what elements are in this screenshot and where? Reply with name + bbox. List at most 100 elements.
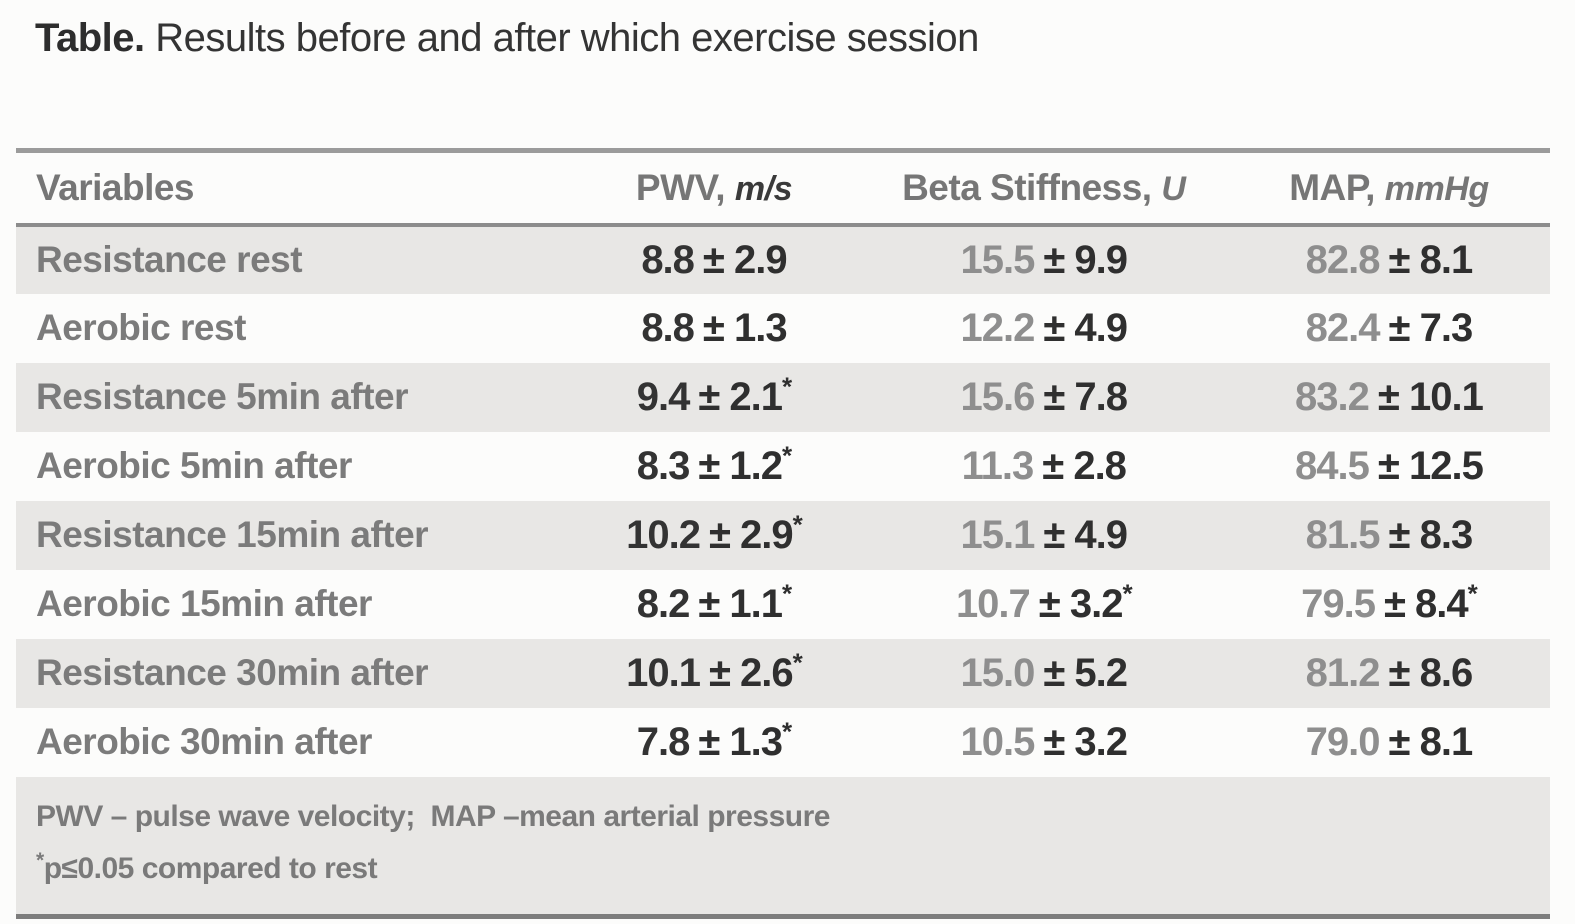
pwv-sd: ± 2.6 (708, 650, 794, 695)
table-footer: PWV – pulse wave velocity; MAP –mean art… (16, 776, 1550, 919)
pwv-sd: ± 2.9 (708, 512, 794, 557)
beta-sd: ± 7.8 (1043, 374, 1128, 419)
row-label: Aerobic 30min after (36, 721, 372, 762)
beta-mean: 15.6 (960, 374, 1036, 419)
beta-mean: 11.3 (961, 443, 1035, 488)
significance-star: * (792, 509, 803, 540)
pwv-value: 7.8 ± 1.3* (568, 708, 859, 777)
table-row: Aerobic rest 8.8 ± 1.3 12.2 ± 4.9 82.4 ± 7.… (16, 294, 1550, 363)
map-mean: 82.8 (1305, 237, 1381, 282)
table-row: Aerobic 5min after 8.3 ± 1.2* 11.3 ± 2.8 8… (16, 432, 1550, 501)
pwv-sd: ± 1.2 (698, 443, 783, 488)
beta-sd: ± 4.9 (1043, 512, 1128, 557)
pwv-mean: 7.8 (636, 719, 691, 764)
beta-value: 15.6 ± 7.8 (860, 363, 1228, 432)
map-value: 82.4 ± 7.3 (1228, 294, 1550, 363)
header-map-unit: mmHg (1384, 169, 1489, 208)
pwv-mean: 8.8 (641, 305, 695, 350)
table-row: Aerobic 30min after 7.8 ± 1.3* 10.5 ± 3.2 … (16, 708, 1550, 777)
pwv-sd: ± 1.3 (698, 719, 783, 764)
significance-star: * (782, 371, 792, 402)
map-value: 82.8 ± 8.1 (1228, 225, 1550, 294)
beta-value: 15.5 ± 9.9 (860, 225, 1228, 294)
header-beta-name: Beta Stiffness, (902, 166, 1162, 208)
map-value: 79.5 ± 8.4* (1228, 570, 1550, 639)
row-label: Aerobic 15min after (36, 583, 372, 624)
map-mean: 79.0 (1305, 719, 1381, 764)
pwv-sd: ± 1.1 (698, 581, 783, 626)
footnote-significance: *p≤0.05 compared to rest (36, 843, 1550, 896)
significance-star: * (1122, 578, 1132, 609)
beta-value: 10.7 ± 3.2* (860, 570, 1228, 639)
significance-star: * (782, 578, 792, 609)
map-sd: ± 8.6 (1388, 650, 1474, 695)
beta-value: 15.0 ± 5.2 (860, 639, 1228, 708)
pwv-value: 8.2 ± 1.1* (568, 570, 859, 639)
beta-value: 12.2 ± 4.9 (860, 294, 1228, 363)
header-row: Variables PWV, m/s Beta Stiffness, U MAP… (16, 150, 1550, 225)
header-map-name: MAP, (1289, 166, 1385, 208)
beta-sd: ± 3.2 (1038, 581, 1124, 626)
pwv-value: 8.8 ± 1.3 (568, 294, 859, 363)
map-value: 84.5 ± 12.5 (1228, 432, 1550, 501)
table-title-prefix: Table. (35, 16, 145, 60)
pwv-value: 9.4 ± 2.1* (568, 363, 859, 432)
header-pwv: PWV, m/s (568, 151, 859, 225)
beta-mean: 10.5 (960, 719, 1036, 764)
beta-mean: 15.1 (960, 512, 1036, 557)
significance-star: * (782, 716, 792, 747)
significance-star: * (782, 440, 792, 471)
pwv-mean: 8.8 (641, 237, 695, 282)
row-label: Resistance rest (36, 239, 303, 280)
footnote-star: * (36, 849, 44, 872)
pwv-mean: 10.2 (626, 512, 701, 557)
beta-sd: ± 5.2 (1043, 650, 1128, 695)
header-pwv-unit: m/s (734, 169, 793, 208)
footnote-cell: PWV – pulse wave velocity; MAP –mean art… (16, 776, 1550, 919)
map-sd: ± 8.4 (1383, 581, 1469, 626)
row-label: Resistance 5min after (36, 376, 409, 417)
map-mean: 81.5 (1305, 512, 1381, 557)
beta-value: 10.5 ± 3.2 (860, 708, 1228, 777)
table-row: Resistance 30min after 10.1 ± 2.6* 15.0 ± … (16, 638, 1550, 708)
pwv-mean: 10.1 (626, 650, 701, 695)
pwv-mean: 8.2 (636, 581, 691, 626)
map-sd: ± 7.3 (1388, 305, 1474, 350)
pwv-sd: ± 1.3 (702, 305, 788, 350)
footnote-significance-text: p≤0.05 compared to rest (43, 852, 378, 885)
map-sd: ± 8.1 (1388, 237, 1474, 282)
beta-sd: ± 9.9 (1043, 237, 1128, 282)
map-value: 81.2 ± 8.6 (1228, 639, 1550, 708)
pwv-mean: 8.3 (636, 443, 691, 488)
map-value: 81.5 ± 8.3 (1228, 501, 1550, 570)
pwv-sd: ± 2.1 (698, 374, 783, 419)
beta-mean: 10.7 (955, 581, 1031, 626)
pwv-mean: 9.4 (636, 374, 691, 419)
row-label: Resistance 15min after (36, 514, 429, 555)
header-variables: Variables (36, 166, 195, 208)
map-mean: 84.5 (1295, 443, 1370, 488)
map-mean: 83.2 (1295, 374, 1370, 419)
beta-sd: ± 3.2 (1043, 719, 1128, 764)
header-map: MAP, mmHg (1228, 151, 1550, 225)
beta-sd: ± 2.8 (1042, 443, 1127, 488)
table-row: Resistance 15min after 10.2 ± 2.9* 15.1 ± … (16, 500, 1550, 570)
beta-value: 11.3 ± 2.8 (860, 432, 1228, 501)
map-mean: 79.5 (1301, 581, 1376, 626)
table-row: Resistance 5min after 9.4 ± 2.1* 15.6 ± 7.… (16, 362, 1550, 432)
map-sd: ± 10.1 (1377, 374, 1484, 419)
row-label: Resistance 30min after (36, 652, 429, 693)
pwv-value: 8.8 ± 2.9 (568, 225, 859, 294)
map-sd: ± 8.3 (1388, 512, 1474, 557)
beta-mean: 15.5 (960, 237, 1036, 282)
header-pwv-name: PWV, (635, 166, 735, 208)
map-value: 79.0 ± 8.1 (1228, 708, 1550, 777)
pwv-value: 10.1 ± 2.6* (568, 639, 859, 708)
table-row: Resistance rest 8.8 ± 2.9 15.5 ± 9.9 82.8 ±… (16, 224, 1550, 294)
beta-value: 15.1 ± 4.9 (860, 501, 1228, 570)
footnote-row: PWV – pulse wave velocity; MAP –mean art… (16, 776, 1550, 919)
map-value: 83.2 ± 10.1 (1228, 363, 1550, 432)
row-label: Aerobic rest (36, 307, 246, 348)
footnote-abbreviations: PWV – pulse wave velocity; MAP –mean art… (36, 799, 830, 833)
